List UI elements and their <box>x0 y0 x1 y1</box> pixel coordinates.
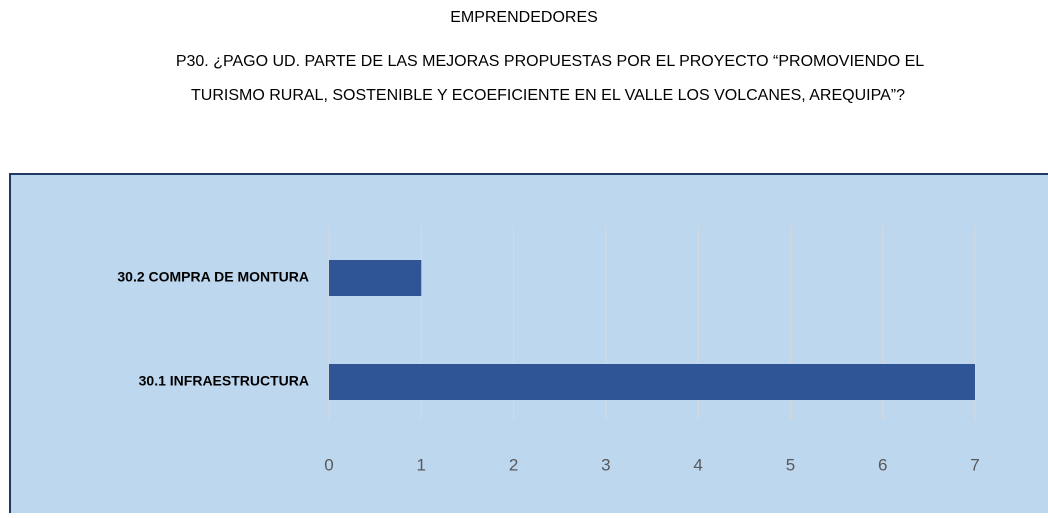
y-tick-label: 30.2 COMPRA DE MONTURA <box>117 269 309 285</box>
bar <box>329 364 975 400</box>
x-tick-label: 1 <box>417 455 426 474</box>
x-tick-label: 0 <box>324 455 333 474</box>
x-tick-label: 7 <box>970 455 979 474</box>
x-tick-label: 4 <box>693 455 702 474</box>
chart-title: P30. ¿PAGO UD. PARTE DE LAS MEJORAS PROP… <box>176 53 924 70</box>
x-tick-label: 6 <box>878 455 887 474</box>
bar <box>329 260 422 296</box>
y-tick-label: 30.1 INFRAESTRUCTURA <box>139 373 309 389</box>
x-tick-label: 3 <box>601 455 610 474</box>
chart-area <box>9 173 1048 518</box>
chart-heading: EMPRENDEDORES <box>450 9 598 26</box>
chart-title: TURISMO RURAL, SOSTENIBLE Y ECOEFICIENTE… <box>191 87 905 104</box>
x-tick-label: 5 <box>786 455 795 474</box>
x-tick-label: 2 <box>509 455 518 474</box>
